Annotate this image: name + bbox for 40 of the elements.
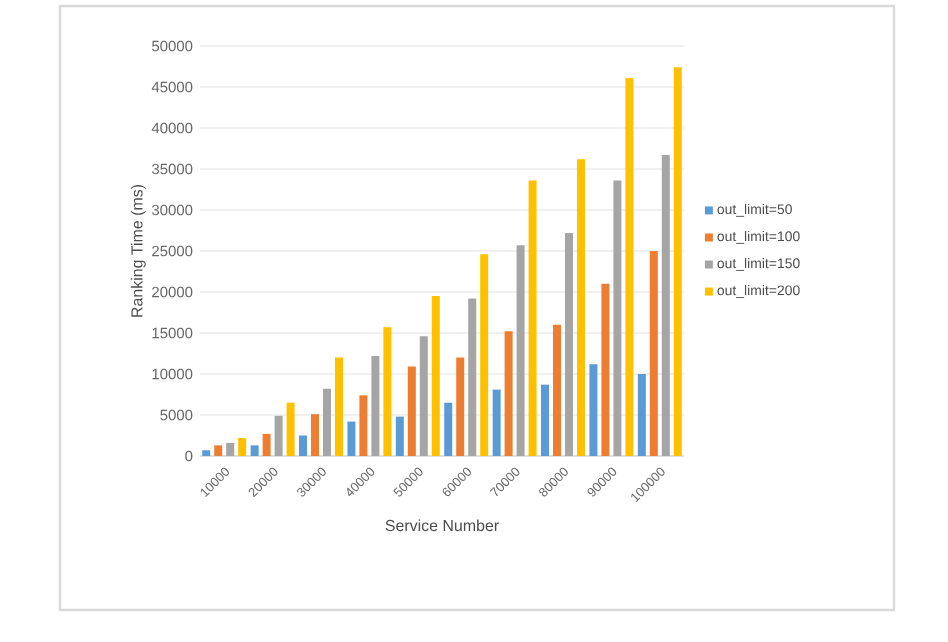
bar [226,442,235,456]
bar [673,67,682,456]
bar [576,159,585,456]
bar [661,155,670,456]
bar [383,327,392,456]
bar [347,421,356,456]
bar [492,389,501,456]
bar [444,402,453,456]
bar [250,445,259,456]
bar [649,251,658,456]
bar [541,384,550,456]
bar [407,366,416,456]
bar [480,254,489,456]
bar [214,445,223,456]
bar [311,414,320,456]
bar [286,402,295,456]
bar [359,395,368,456]
bar [516,245,525,456]
bar [528,180,537,456]
bar [431,296,440,456]
bar [299,435,308,456]
bar [589,364,598,456]
bar [456,357,465,456]
bar [322,388,331,456]
bar [613,180,622,456]
bar [504,331,513,456]
bar [468,298,477,456]
bar [553,324,562,456]
bar [637,374,646,456]
bar [419,336,428,456]
bar [202,450,211,456]
bar [371,355,380,456]
bar [564,232,573,456]
bar [334,357,343,456]
bar [238,437,247,456]
bar [625,77,634,456]
bar [274,415,283,456]
bar [395,416,404,456]
bar [601,283,610,456]
bar [262,433,271,456]
